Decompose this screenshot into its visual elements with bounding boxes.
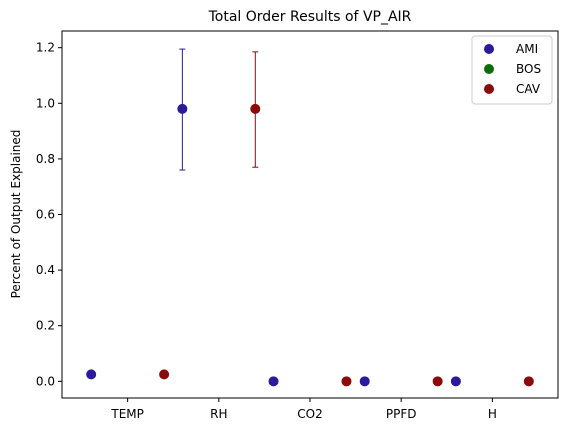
legend-label: BOS <box>516 62 541 76</box>
data-point <box>269 376 279 386</box>
data-point <box>250 104 260 114</box>
x-axis: TEMP RH CO2 PPFD H <box>110 398 496 421</box>
x-tick-label: RH <box>210 407 227 421</box>
y-tick-label: 1.0 <box>36 96 55 110</box>
data-point <box>433 376 443 386</box>
legend: AMI BOS CAV <box>472 36 552 104</box>
x-tick-label: CO2 <box>297 407 322 421</box>
data-point <box>341 376 351 386</box>
data-point <box>86 369 96 379</box>
y-axis: 0.0 0.2 0.4 0.6 0.8 1.0 1.2 <box>36 41 62 389</box>
data-point <box>451 376 461 386</box>
y-tick-label: 0.4 <box>36 263 55 277</box>
x-tick-label: PPFD <box>386 407 417 421</box>
data-point <box>524 376 534 386</box>
x-tick-label: H <box>488 407 497 421</box>
legend-label: AMI <box>516 42 538 56</box>
data-point <box>360 376 370 386</box>
data-point <box>159 369 169 379</box>
y-tick-label: 0.2 <box>36 319 55 333</box>
y-tick-label: 0.8 <box>36 152 55 166</box>
x-tick-label: TEMP <box>110 407 144 421</box>
chart-title: Total Order Results of VP_AIR <box>208 9 412 25</box>
y-tick-label: 0.6 <box>36 208 55 222</box>
y-axis-label: Percent of Output Explained <box>9 130 23 299</box>
y-tick-label: 0.0 <box>36 374 55 388</box>
legend-marker <box>484 44 494 54</box>
legend-marker <box>484 84 494 94</box>
legend-marker <box>484 64 494 74</box>
legend-label: CAV <box>516 82 541 96</box>
data-point <box>177 104 187 114</box>
y-tick-label: 1.2 <box>36 41 55 55</box>
data-marks <box>86 49 534 386</box>
